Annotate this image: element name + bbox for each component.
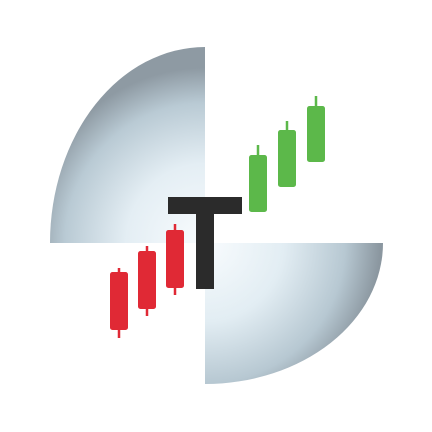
candlestick-bearish-2	[138, 246, 156, 316]
candlestick-bearish-1	[110, 268, 128, 338]
candle-body	[307, 106, 325, 162]
candle-body	[110, 272, 128, 330]
candle-body	[138, 251, 156, 309]
letter-t: T	[168, 197, 242, 289]
candle-body	[249, 155, 267, 212]
candlestick-group	[110, 96, 325, 338]
candlestick-bullish-5	[278, 121, 296, 187]
disc-quarter-top-left	[50, 47, 205, 243]
candle-body	[278, 130, 296, 187]
candlestick-bullish-6	[307, 96, 325, 162]
candlestick-bearish-3	[166, 224, 184, 295]
candlestick-bullish-4	[249, 145, 267, 212]
disc-quarter-bottom-right	[205, 243, 383, 384]
candle-body	[166, 230, 184, 288]
